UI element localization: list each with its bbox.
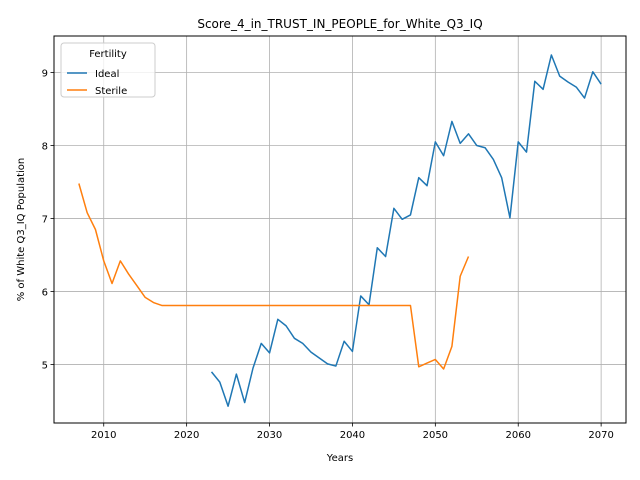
x-tick-label: 2040 bbox=[340, 430, 365, 441]
grid bbox=[54, 36, 626, 423]
legend-label-ideal: Ideal bbox=[95, 69, 119, 80]
legend-items: Ideal Sterile bbox=[67, 69, 127, 97]
chart-title: Score_4_in_TRUST_IN_PEOPLE_for_White_Q3_… bbox=[197, 17, 482, 31]
y-tick-label: 7 bbox=[42, 215, 48, 226]
series-line-sterile bbox=[78, 183, 470, 370]
y-tick-label: 9 bbox=[42, 69, 48, 80]
plot-area-frame bbox=[53, 35, 627, 424]
legend-label-sterile: Sterile bbox=[95, 86, 127, 97]
y-tick-label: 6 bbox=[42, 288, 48, 299]
series-line-ideal bbox=[210, 54, 602, 407]
legend-title: Fertility bbox=[89, 49, 127, 60]
legend-box bbox=[60, 42, 156, 98]
x-tick-label: 2010 bbox=[91, 430, 116, 441]
x-tick-label: 2050 bbox=[423, 430, 448, 441]
x-tick-label: 2070 bbox=[588, 430, 613, 441]
y-axis-label: % of White Q3_IQ Population bbox=[16, 158, 27, 302]
x-tick-label: 2030 bbox=[257, 430, 282, 441]
x-tick-label: 2020 bbox=[174, 430, 199, 441]
x-tick-label: 2060 bbox=[506, 430, 531, 441]
y-tick-label: 5 bbox=[42, 361, 48, 372]
y-axis-ticks: 5 6 7 8 9 bbox=[42, 69, 54, 372]
x-axis-label: Years bbox=[326, 453, 353, 464]
y-tick-label: 8 bbox=[42, 142, 48, 153]
series-lines bbox=[78, 54, 602, 407]
legend: Fertility Ideal Sterile bbox=[60, 42, 156, 98]
x-axis-ticks: 2010 2020 2030 2040 2050 2060 2070 bbox=[91, 423, 614, 441]
